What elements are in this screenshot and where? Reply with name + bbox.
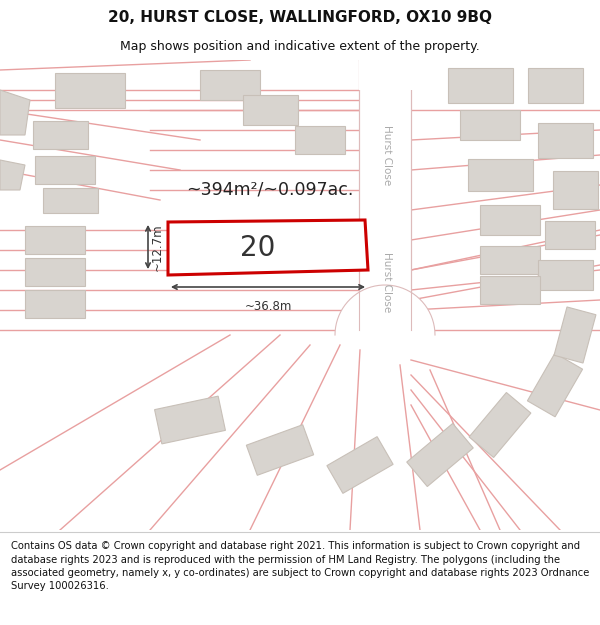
Bar bbox=[25, 258, 85, 286]
Bar bbox=[460, 110, 520, 140]
Bar bbox=[527, 68, 583, 102]
Text: Hurst Close: Hurst Close bbox=[382, 252, 392, 312]
Bar bbox=[480, 205, 540, 235]
Bar bbox=[448, 68, 512, 102]
Bar bbox=[247, 425, 314, 475]
Bar bbox=[469, 392, 531, 458]
Bar bbox=[25, 290, 85, 318]
Bar bbox=[480, 246, 540, 274]
Polygon shape bbox=[0, 90, 30, 135]
Bar bbox=[538, 122, 593, 158]
Bar bbox=[25, 226, 85, 254]
Bar bbox=[242, 95, 298, 125]
Text: ~12.7m: ~12.7m bbox=[151, 223, 164, 271]
Polygon shape bbox=[0, 160, 25, 190]
Bar bbox=[155, 396, 226, 444]
Text: 20: 20 bbox=[241, 234, 275, 261]
Polygon shape bbox=[168, 220, 368, 275]
Bar bbox=[527, 353, 583, 417]
Text: Map shows position and indicative extent of the property.: Map shows position and indicative extent… bbox=[120, 40, 480, 53]
Bar bbox=[295, 126, 345, 154]
Bar bbox=[553, 171, 598, 209]
Bar bbox=[55, 72, 125, 107]
Polygon shape bbox=[359, 60, 600, 90]
Bar bbox=[200, 70, 260, 100]
Bar bbox=[480, 276, 540, 304]
Bar bbox=[545, 221, 595, 249]
Text: Hurst Close: Hurst Close bbox=[382, 125, 392, 185]
Bar bbox=[407, 424, 473, 486]
Text: 20, HURST CLOSE, WALLINGFORD, OX10 9BQ: 20, HURST CLOSE, WALLINGFORD, OX10 9BQ bbox=[108, 11, 492, 26]
Bar bbox=[327, 437, 393, 493]
Text: ~394m²/~0.097ac.: ~394m²/~0.097ac. bbox=[187, 181, 353, 199]
Text: ~36.8m: ~36.8m bbox=[244, 300, 292, 313]
FancyBboxPatch shape bbox=[359, 60, 411, 330]
Bar bbox=[538, 260, 593, 290]
Bar bbox=[467, 159, 533, 191]
Bar bbox=[43, 188, 97, 213]
Bar bbox=[35, 156, 95, 184]
Bar bbox=[554, 307, 596, 363]
Bar bbox=[32, 121, 88, 149]
Polygon shape bbox=[335, 285, 435, 335]
Text: Contains OS data © Crown copyright and database right 2021. This information is : Contains OS data © Crown copyright and d… bbox=[11, 541, 589, 591]
